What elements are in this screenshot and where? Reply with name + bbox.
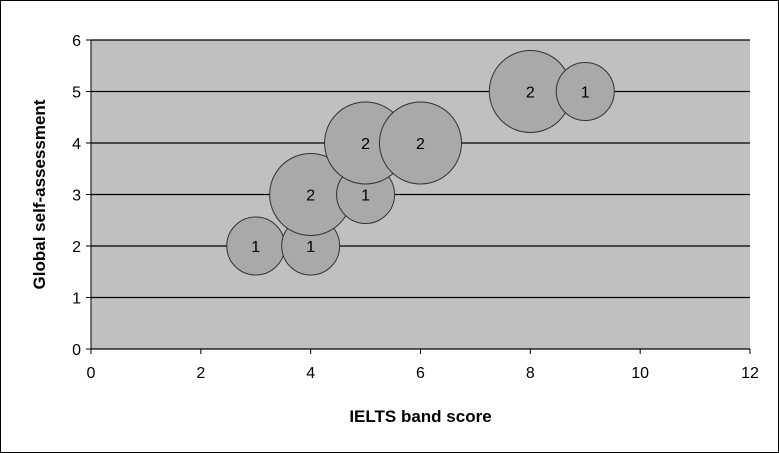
bubble-label: 1	[581, 85, 590, 102]
y-axis-title: Global self-assessment	[30, 99, 49, 289]
x-tick-label: 2	[196, 365, 205, 382]
bubbles: 1 1 2 1 2 2 2 1	[226, 49, 615, 276]
y-tick-label: 0	[72, 342, 81, 359]
y-tick-label: 3	[72, 188, 81, 205]
x-tick-label: 6	[416, 365, 425, 382]
x-tick-label: 4	[306, 365, 315, 382]
bubble-label: 1	[306, 239, 315, 256]
x-tick-label: 8	[526, 365, 535, 382]
y-tick-label: 1	[72, 291, 81, 308]
y-tick-label: 6	[72, 33, 81, 50]
x-tick-label: 10	[631, 365, 649, 382]
bubble-label: 2	[361, 136, 370, 153]
y-tick-label: 4	[72, 136, 81, 153]
x-tick-label: 0	[87, 365, 96, 382]
bubble-label: 1	[251, 239, 260, 256]
bubble-label: 1	[361, 188, 370, 205]
bubble-label: 2	[416, 136, 425, 153]
bubble-label: 2	[526, 85, 535, 102]
y-tick-label: 5	[72, 85, 81, 102]
axes	[86, 39, 751, 354]
bubble-6	[378, 101, 463, 185]
bubble-label: 2	[306, 188, 315, 205]
bubble-8	[555, 62, 615, 121]
x-axis-title: IELTS band score	[349, 407, 491, 426]
y-tick-label: 2	[72, 239, 81, 256]
x-tick-label: 12	[741, 365, 759, 382]
